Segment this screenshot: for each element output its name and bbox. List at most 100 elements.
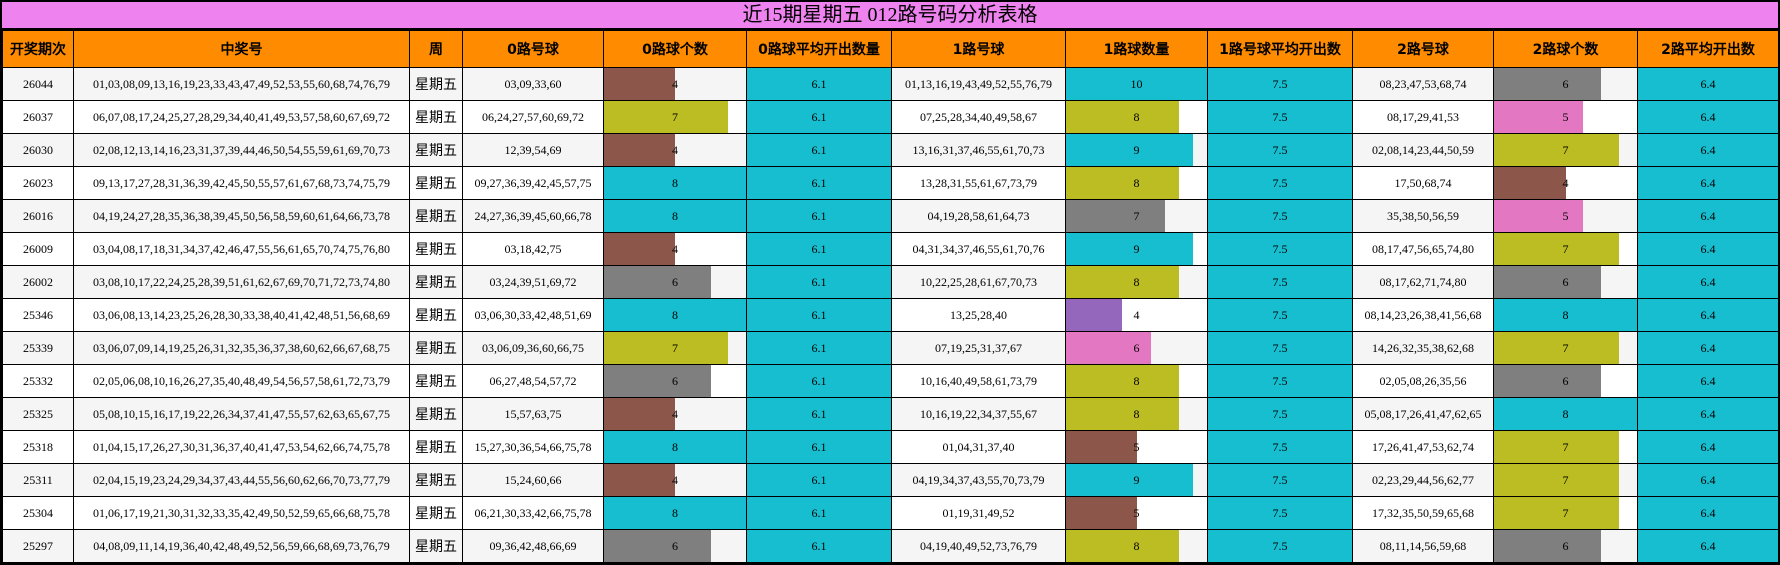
two-route-count-cell: 8 <box>1493 298 1638 332</box>
count-value: 7 <box>1562 505 1569 520</box>
zero-route-avg-cell: 6.1 <box>746 496 892 530</box>
header-week: 周 <box>409 30 463 68</box>
zero-route-balls-cell: 12,39,54,69 <box>462 133 604 167</box>
two-route-avg-cell: 6.4 <box>1637 298 1779 332</box>
zero-route-count-cell: 4 <box>603 397 747 431</box>
count-value: 4 <box>672 76 678 91</box>
two-route-count-cell: 5 <box>1493 199 1638 233</box>
zero-route-count-cell: 8 <box>603 298 747 332</box>
two-route-avg-cell: 6.4 <box>1637 100 1779 134</box>
two-route-avg-cell: 6.4 <box>1637 529 1779 563</box>
one-route-avg-cell: 7.5 <box>1207 298 1353 332</box>
count-value: 5 <box>1562 109 1569 124</box>
count-value: 6 <box>1562 274 1569 289</box>
one-route-balls-cell: 10,22,25,28,61,67,70,73 <box>891 265 1066 299</box>
zero-route-avg-cell: 6.1 <box>746 100 892 134</box>
one-route-count-cell: 8 <box>1065 364 1208 398</box>
count-value: 7 <box>1562 241 1569 256</box>
count-bar-fill <box>1066 464 1193 496</box>
two-route-avg-cell: 6.4 <box>1637 331 1779 365</box>
count-bar-fill <box>604 134 675 166</box>
two-route-count-cell: 7 <box>1493 133 1638 167</box>
two-route-count-cell: 6 <box>1493 364 1638 398</box>
winning-numbers-cell: 05,08,10,15,16,17,19,22,26,34,37,41,47,5… <box>73 397 410 431</box>
count-value: 4 <box>672 406 678 421</box>
two-route-avg-cell: 6.4 <box>1637 265 1779 299</box>
issue-cell: 25304 <box>2 496 74 530</box>
weekday-cell: 星期五 <box>409 430 463 464</box>
one-route-balls-cell: 10,16,19,22,34,37,55,67 <box>891 397 1066 431</box>
header-numbers: 中奖号 <box>73 30 410 68</box>
two-route-balls-cell: 08,11,14,56,59,68 <box>1352 529 1494 563</box>
one-route-count-cell: 5 <box>1065 430 1208 464</box>
one-route-avg-cell: 7.5 <box>1207 463 1353 497</box>
winning-numbers-cell: 01,03,08,09,13,16,19,23,33,43,47,49,52,5… <box>73 67 410 101</box>
weekday-cell: 星期五 <box>409 166 463 200</box>
winning-numbers-cell: 04,19,24,27,28,35,36,38,39,45,50,56,58,5… <box>73 199 410 233</box>
zero-route-count-cell: 6 <box>603 364 747 398</box>
count-bar-fill <box>604 266 711 298</box>
one-route-balls-cell: 04,19,28,58,61,64,73 <box>891 199 1066 233</box>
count-value: 8 <box>1133 274 1140 289</box>
two-route-avg-cell: 6.4 <box>1637 463 1779 497</box>
count-bar-fill <box>604 233 675 265</box>
count-bar-fill <box>604 398 675 430</box>
one-route-count-cell: 8 <box>1065 529 1208 563</box>
two-route-balls-cell: 05,08,17,26,41,47,62,65 <box>1352 397 1494 431</box>
zero-route-count-cell: 8 <box>603 430 747 464</box>
issue-cell: 26002 <box>2 265 74 299</box>
count-value: 8 <box>672 208 678 223</box>
issue-cell: 26009 <box>2 232 74 266</box>
count-bar-fill <box>604 431 746 463</box>
issue-cell: 26016 <box>2 199 74 233</box>
weekday-cell: 星期五 <box>409 364 463 398</box>
table-row: 26009 03,04,08,17,18,31,34,37,42,46,47,55… <box>2 232 1779 266</box>
two-route-balls-cell: 08,17,62,71,74,80 <box>1352 265 1494 299</box>
one-route-balls-cell: 10,16,40,49,58,61,73,79 <box>891 364 1066 398</box>
zero-route-avg-cell: 6.1 <box>746 166 892 200</box>
count-bar-fill <box>604 101 729 133</box>
issue-cell: 25325 <box>2 397 74 431</box>
zero-route-balls-cell: 03,06,09,36,60,66,75 <box>462 331 604 365</box>
header-row: 开奖期次 中奖号 周 0路号球 0路球个数 0路球平均开出数量 1路号球 1路球… <box>2 30 1779 68</box>
one-route-count-cell: 8 <box>1065 265 1208 299</box>
one-route-balls-cell: 01,04,31,37,40 <box>891 430 1066 464</box>
two-route-count-cell: 6 <box>1493 529 1638 563</box>
two-route-count-cell: 5 <box>1493 100 1638 134</box>
zero-route-avg-cell: 6.1 <box>746 430 892 464</box>
count-bar-fill <box>1066 134 1193 166</box>
count-bar-fill <box>1494 332 1620 364</box>
one-route-count-cell: 7 <box>1065 199 1208 233</box>
two-route-balls-cell: 35,38,50,56,59 <box>1352 199 1494 233</box>
zero-route-count-cell: 8 <box>603 199 747 233</box>
count-value: 4 <box>1133 307 1140 322</box>
count-value: 4 <box>672 142 678 157</box>
winning-numbers-cell: 03,04,08,17,18,31,34,37,42,46,47,55,56,6… <box>73 232 410 266</box>
two-route-avg-cell: 6.4 <box>1637 364 1779 398</box>
one-route-avg-cell: 7.5 <box>1207 496 1353 530</box>
table-row: 25332 02,05,06,08,10,16,26,27,35,40,48,49… <box>2 364 1779 398</box>
header-zero-count: 0路球个数 <box>603 30 747 68</box>
one-route-avg-cell: 7.5 <box>1207 133 1353 167</box>
count-bar-fill <box>1066 200 1165 232</box>
count-bar-fill <box>1494 464 1620 496</box>
zero-route-balls-cell: 06,24,27,57,60,69,72 <box>462 100 604 134</box>
table-row: 26023 09,13,17,27,28,31,36,39,42,45,50,55… <box>2 166 1779 200</box>
header-zero-avg: 0路球平均开出数量 <box>746 30 892 68</box>
one-route-balls-cell: 04,19,40,49,52,73,76,79 <box>891 529 1066 563</box>
count-value: 4 <box>672 472 678 487</box>
count-value: 8 <box>1133 373 1140 388</box>
table-row: 25339 03,06,07,09,14,19,25,26,31,32,35,36… <box>2 331 1779 365</box>
count-bar-fill <box>1066 68 1207 100</box>
count-value: 8 <box>1562 406 1569 421</box>
one-route-count-cell: 10 <box>1065 67 1208 101</box>
winning-numbers-cell: 01,04,15,17,26,27,30,31,36,37,40,41,47,5… <box>73 430 410 464</box>
one-route-balls-cell: 07,25,28,34,40,49,58,67 <box>891 100 1066 134</box>
zero-route-balls-cell: 06,21,30,33,42,66,75,78 <box>462 496 604 530</box>
one-route-balls-cell: 01,19,31,49,52 <box>891 496 1066 530</box>
weekday-cell: 星期五 <box>409 100 463 134</box>
count-value: 7 <box>672 340 678 355</box>
count-bar-fill <box>604 200 746 232</box>
zero-route-count-cell: 6 <box>603 529 747 563</box>
table-row: 25304 01,06,17,19,21,30,31,32,33,35,42,49… <box>2 496 1779 530</box>
